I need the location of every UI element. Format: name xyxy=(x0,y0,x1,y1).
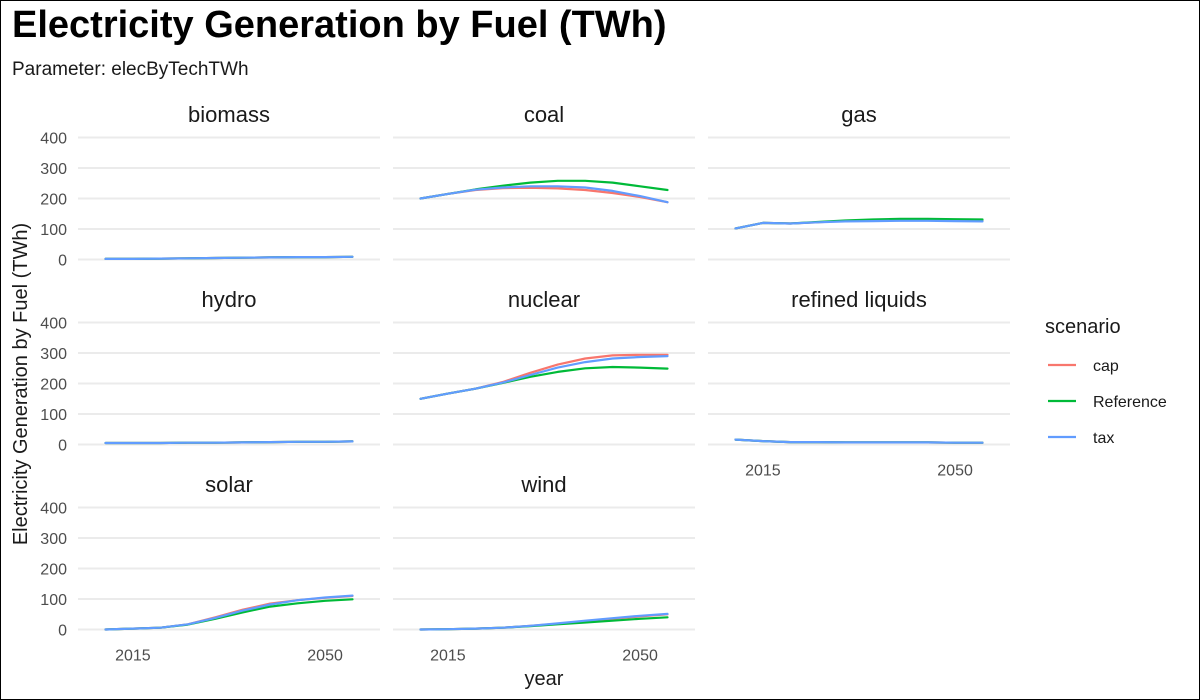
series-line-nuclear-tax xyxy=(419,355,669,400)
x-axis-title: year xyxy=(525,668,564,690)
chart-subtitle: Parameter: elecByTechTWh xyxy=(12,59,249,80)
facet-label-coal: coal xyxy=(524,102,564,127)
y-tick-label: 200 xyxy=(40,562,67,579)
y-tick-label: 400 xyxy=(40,131,67,148)
y-tick-label: 0 xyxy=(58,253,67,270)
y-tick-label: 400 xyxy=(40,501,67,518)
facet-label-refined-liquids: refined liquids xyxy=(791,287,927,312)
x-tick-label: 2015 xyxy=(745,463,781,480)
y-tick-label: 200 xyxy=(40,192,67,209)
legend-title: scenario xyxy=(1045,316,1121,338)
legend-label-reference: Reference xyxy=(1093,394,1167,411)
y-tick-label: 0 xyxy=(58,438,67,455)
facet-label-biomass: biomass xyxy=(188,102,270,127)
y-tick-label: 300 xyxy=(40,531,67,548)
y-tick-label: 0 xyxy=(58,623,67,640)
y-tick-label: 300 xyxy=(40,161,67,178)
series-line-coal-tax xyxy=(419,185,669,204)
chart-title: Electricity Generation by Fuel (TWh) xyxy=(12,4,667,46)
facet-label-wind: wind xyxy=(520,472,566,497)
y-axis-title: Electricity Generation by Fuel (TWh) xyxy=(10,223,32,545)
series-line-hydro-tax xyxy=(104,440,354,445)
x-tick-label: 2050 xyxy=(307,648,343,665)
x-tick-label: 2015 xyxy=(430,648,466,665)
y-tick-label: 200 xyxy=(40,377,67,394)
y-tick-label: 100 xyxy=(40,592,67,609)
x-tick-label: 2050 xyxy=(937,463,973,480)
y-tick-label: 100 xyxy=(40,222,67,239)
facet-label-gas: gas xyxy=(841,102,876,127)
series-line-biomass-tax xyxy=(104,255,354,260)
facet-label-nuclear: nuclear xyxy=(508,287,580,312)
y-tick-label: 100 xyxy=(40,407,67,424)
x-tick-label: 2015 xyxy=(115,648,151,665)
series-line-wind-tax xyxy=(419,612,669,631)
series-line-gas-tax xyxy=(734,219,984,230)
y-tick-label: 300 xyxy=(40,346,67,363)
y-tick-label: 400 xyxy=(40,316,67,333)
x-tick-label: 2050 xyxy=(622,648,658,665)
legend-label-tax: tax xyxy=(1093,430,1114,447)
series-line-wind-reference xyxy=(419,616,669,631)
series-line-solar-tax xyxy=(104,594,354,631)
series-line-refined-liquids-tax xyxy=(734,438,984,444)
facet-label-solar: solar xyxy=(205,472,253,497)
legend-label-cap: cap xyxy=(1093,358,1119,375)
facet-label-hydro: hydro xyxy=(201,287,256,312)
